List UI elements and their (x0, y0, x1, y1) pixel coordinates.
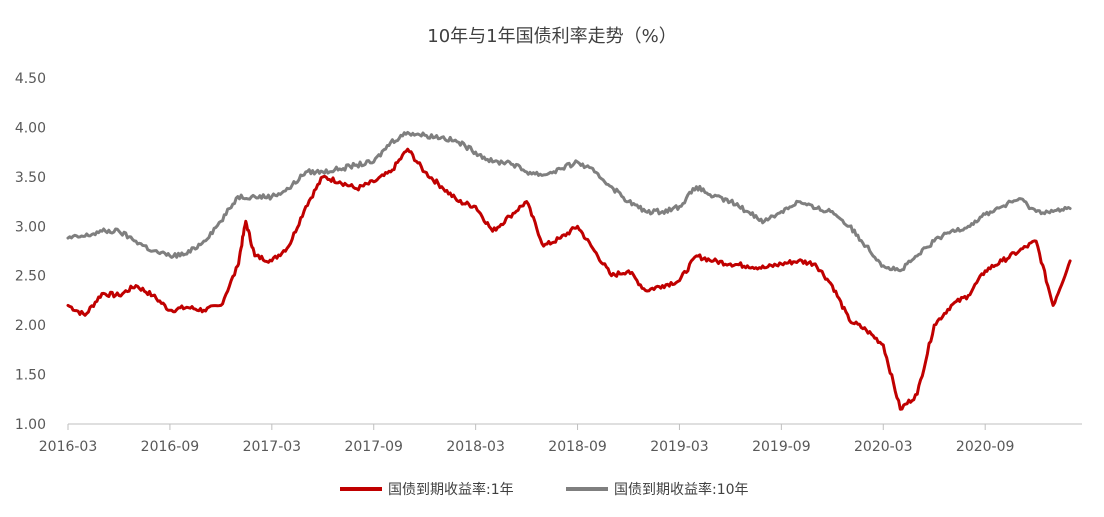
y-tick-label: 3.50 (15, 170, 46, 186)
series-line-10y (66, 130, 1072, 273)
x-tick-label: 2019-03 (650, 439, 709, 455)
y-axis: 1.00 1.50 2.00 2.50 3.00 3.50 4.00 4.50 (15, 71, 46, 433)
legend-label: 国债到期收益率:1年 (388, 481, 514, 498)
x-tick-label: 2016-03 (39, 439, 98, 455)
series-line-1y (66, 147, 1072, 411)
x-tick-label: 2017-03 (243, 439, 302, 455)
x-tick-label: 2020-09 (956, 439, 1015, 455)
y-tick-label: 2.50 (15, 269, 46, 285)
chart-title: 10年与1年国债利率走势（%） (427, 26, 676, 47)
y-tick-label: 3.00 (15, 219, 46, 235)
x-tick-label: 2018-03 (446, 439, 505, 455)
legend-label: 国债到期收益率:10年 (614, 481, 749, 498)
x-tick-label: 2018-09 (548, 439, 607, 455)
y-tick-label: 4.00 (15, 120, 46, 136)
x-tick-label: 2020-03 (854, 439, 913, 455)
legend: 国债到期收益率:1年 国债到期收益率:10年 (340, 481, 749, 498)
x-tick-label: 2016-09 (141, 439, 200, 455)
y-tick-label: 1.50 (15, 368, 46, 384)
x-tick-label: 2017-09 (344, 439, 403, 455)
y-tick-label: 1.00 (15, 417, 46, 433)
y-tick-label: 2.00 (15, 318, 46, 334)
series-layer (66, 130, 1072, 411)
x-axis: 2016-03 2016-09 2017-03 2017-09 2018-03 2018-… (39, 423, 1082, 455)
y-tick-label: 4.50 (15, 71, 46, 87)
x-tick-label: 2019-09 (752, 439, 811, 455)
